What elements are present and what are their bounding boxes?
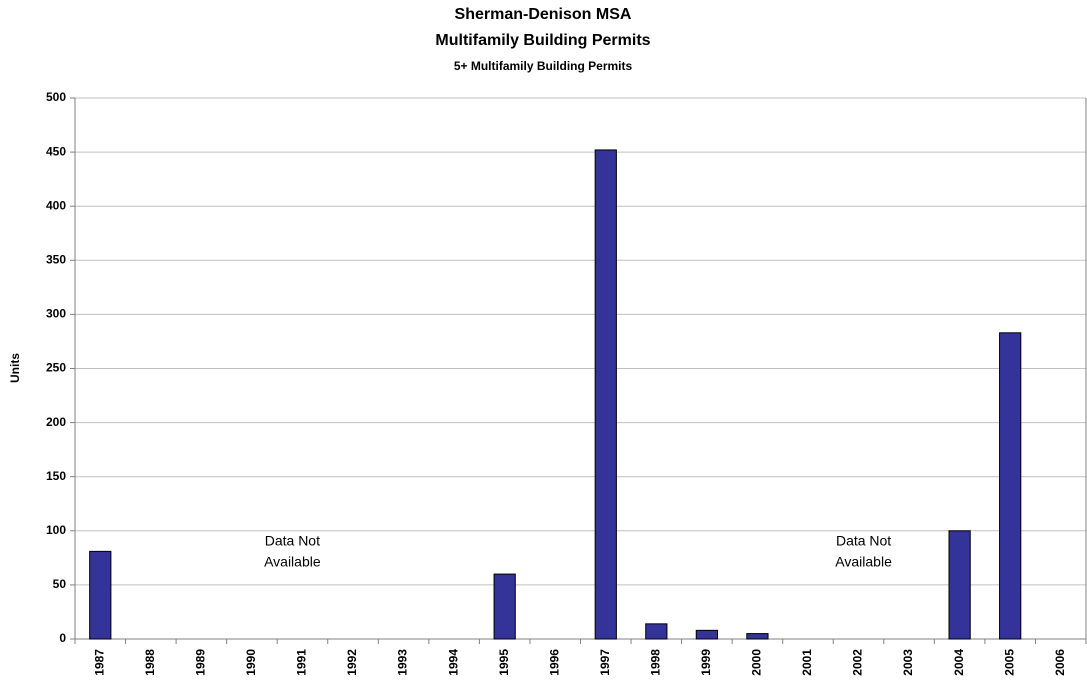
x-tick-label: 1987 xyxy=(92,649,106,676)
x-tick-label: 1991 xyxy=(295,649,309,676)
x-tick-label: 1998 xyxy=(648,649,662,676)
x-tick-label: 2001 xyxy=(800,649,814,676)
annotation: Available xyxy=(835,554,892,570)
y-tick-label: 300 xyxy=(46,307,66,321)
x-tick-label: 2005 xyxy=(1002,649,1016,676)
x-tick-label: 1995 xyxy=(497,649,511,676)
bar xyxy=(999,332,1022,640)
chart-title: Sherman-Denison MSA xyxy=(455,6,632,23)
x-tick-label: 2004 xyxy=(952,649,966,676)
y-tick-label: 250 xyxy=(46,361,66,375)
chart-subtitle: Multifamily Building Permits xyxy=(435,32,650,49)
y-tick-label: 0 xyxy=(59,631,66,645)
x-tick-label: 1993 xyxy=(396,649,410,676)
x-tick-label: 1990 xyxy=(244,649,258,676)
x-tick-label: 1989 xyxy=(194,649,208,676)
chart-subtitle: 5+ Multifamily Building Permits xyxy=(454,59,633,73)
bar xyxy=(695,629,718,640)
annotation: Data Not xyxy=(836,533,891,549)
y-tick-label: 350 xyxy=(46,252,66,266)
y-tick-label: 150 xyxy=(46,469,66,483)
y-tick-label: 450 xyxy=(46,144,66,158)
y-tick-label: 50 xyxy=(53,577,67,591)
bar xyxy=(948,530,971,640)
x-tick-label: 2003 xyxy=(901,649,915,676)
x-tick-label: 1988 xyxy=(143,649,157,676)
bar xyxy=(89,550,112,640)
x-tick-label: 2002 xyxy=(851,649,865,676)
y-axis-label: Units xyxy=(8,353,22,383)
x-tick-label: 1996 xyxy=(547,649,561,676)
x-tick-label: 1999 xyxy=(699,649,713,676)
annotation: Data Not xyxy=(265,533,320,549)
bar xyxy=(645,623,668,640)
bar xyxy=(493,573,516,640)
x-tick-label: 1994 xyxy=(446,649,460,676)
y-tick-label: 200 xyxy=(46,415,66,429)
y-tick-label: 500 xyxy=(46,90,66,104)
x-tick-label: 2006 xyxy=(1053,649,1067,676)
x-tick-label: 1992 xyxy=(345,649,359,676)
x-tick-label: 1997 xyxy=(598,649,612,676)
bar xyxy=(746,633,769,640)
y-tick-label: 400 xyxy=(46,198,66,212)
annotation: Available xyxy=(264,554,321,570)
y-tick-label: 100 xyxy=(46,523,66,537)
bar xyxy=(594,149,617,640)
x-tick-label: 2000 xyxy=(750,649,764,676)
